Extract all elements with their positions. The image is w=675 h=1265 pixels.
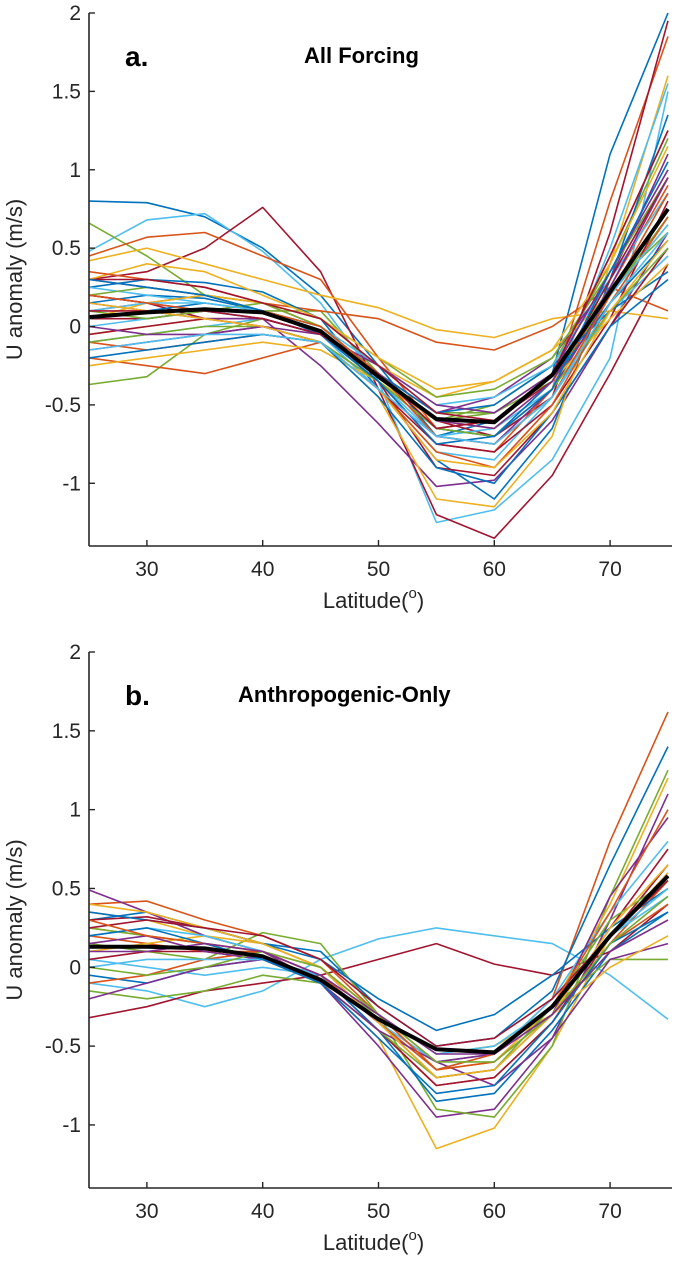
y-tick-label: 1.5: [52, 720, 81, 743]
y-tick-label: 0.5: [52, 877, 81, 900]
ensemble-member-line: [89, 130, 669, 430]
ensemble-member-line: [89, 711, 669, 1063]
ensemble-member-line: [89, 746, 669, 1047]
x-tick-label: 70: [598, 1200, 621, 1223]
series-group: [89, 711, 670, 1150]
ensemble-member-line: [89, 872, 669, 1150]
x-tick-label: 50: [367, 558, 390, 581]
panel-letter: a.: [125, 41, 148, 72]
ensemble-member-line: [89, 927, 669, 1020]
ensemble-member-line: [89, 232, 669, 488]
y-tick-label: -1: [62, 472, 81, 495]
y-tick-label: 1: [69, 159, 81, 182]
series-group: [89, 12, 670, 540]
y-tick-label: 2: [69, 641, 81, 664]
panel-title: Anthropogenic-Only: [238, 682, 451, 707]
ensemble-member-line: [89, 231, 669, 445]
x-tick-label: 40: [251, 558, 274, 581]
panel-a: -1 -0.5 0 0.5 1 1.5 2 30 40 50 60 70 Latitude(o) U an…: [2, 2, 672, 613]
y-tick-label: 2: [69, 2, 81, 25]
panel-title: All Forcing: [304, 43, 419, 68]
y-tick-label: 0: [69, 956, 81, 979]
x-tick-label: 50: [367, 1200, 390, 1223]
y-tick-label: 0.5: [52, 237, 81, 260]
ensemble-member-line: [89, 278, 669, 485]
x-tick-label: 60: [483, 1200, 506, 1223]
y-tick-label: 1.5: [52, 80, 81, 103]
ensemble-member-line: [89, 903, 669, 1019]
y-tick-label: -0.5: [45, 1035, 81, 1058]
x-tick-label: 70: [598, 558, 621, 581]
ensemble-member-line: [89, 247, 669, 339]
x-tick-label: 60: [483, 558, 506, 581]
panel-b: -1 -0.5 0 0.5 1 1.5 2 30 40 50 60 70 Latitude(o) U an…: [2, 641, 672, 1255]
y-tick-label: -1: [62, 1114, 81, 1137]
ensemble-member-line: [89, 145, 669, 391]
ensemble-member-line: [89, 200, 669, 453]
x-tick-label: 30: [135, 558, 158, 581]
ensemble-mean-line: [89, 207, 670, 425]
ensemble-member-line: [89, 130, 669, 430]
y-tick-label: 0: [69, 316, 81, 339]
x-axis-label: Latitude(o): [323, 1227, 424, 1255]
panel-letter: b.: [125, 680, 150, 711]
ensemble-mean-line: [89, 874, 670, 1055]
y-tick-label: 1: [69, 799, 81, 822]
y-axis-label: U anomaly (m/s): [2, 839, 27, 1000]
x-axis-label: Latitude(o): [323, 585, 424, 613]
y-axis-label: U anomaly (m/s): [2, 199, 27, 360]
x-tick-label: 30: [135, 1200, 158, 1223]
x-tick-label: 40: [251, 1200, 274, 1223]
ensemble-member-line: [89, 880, 669, 1047]
ensemble-member-line: [89, 911, 669, 1095]
y-tick-label: -0.5: [45, 394, 81, 417]
